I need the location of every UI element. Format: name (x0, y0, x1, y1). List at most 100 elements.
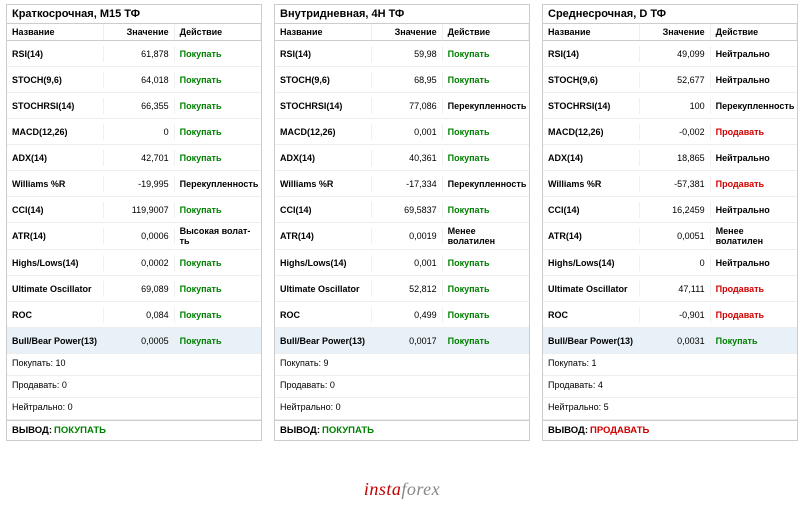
table-row: MACD(12,26)0,001Покупать (275, 119, 529, 145)
indicator-name: Ultimate Oscillator (275, 281, 372, 297)
header-name: Название (543, 24, 640, 40)
indicator-value: 0 (640, 255, 711, 271)
indicator-name: ADX(14) (543, 150, 640, 166)
indicator-name: Highs/Lows(14) (543, 255, 640, 271)
indicator-name: ADX(14) (275, 150, 372, 166)
indicator-value: 119,9007 (104, 202, 175, 218)
indicator-value: 0,0002 (104, 255, 175, 271)
summary-row: Продавать: 0 (7, 376, 261, 398)
header-action: Действие (175, 24, 261, 40)
indicator-name: STOCH(9,6) (275, 72, 372, 88)
summary-row: Продавать: 4 (543, 376, 797, 398)
indicator-name: STOCHRSI(14) (7, 98, 104, 114)
panel-0: Краткосрочная, М15 ТФНазваниеЗначениеДей… (6, 4, 262, 441)
indicator-value: 0,084 (104, 307, 175, 323)
table-row: ROC0,084Покупать (7, 302, 261, 328)
conclusion-row: ВЫВОД:ПРОДАВАТЬ (543, 420, 797, 440)
indicator-name: ATR(14) (543, 228, 640, 244)
indicator-name: ROC (275, 307, 372, 323)
summary-row: Покупать: 10 (7, 354, 261, 376)
indicator-name: ROC (543, 307, 640, 323)
table-row: ROC-0,901Продавать (543, 302, 797, 328)
indicator-action: Нейтрально (711, 202, 797, 218)
indicator-action: Покупать (175, 98, 261, 114)
indicator-action: Покупать (175, 46, 261, 62)
indicator-name: ATR(14) (275, 228, 372, 244)
indicator-value: 0 (104, 124, 175, 140)
table-row: CCI(14)119,9007Покупать (7, 197, 261, 223)
panel-title: Внутридневная, 4Н ТФ (275, 5, 529, 24)
conclusion-value: ПРОДАВАТЬ (590, 425, 649, 436)
indicator-value: 40,361 (372, 150, 443, 166)
indicator-name: Ultimate Oscillator (7, 281, 104, 297)
indicator-action: Менее волатилен (443, 223, 529, 249)
table-row: ADX(14)18,865Нейтрально (543, 145, 797, 171)
summary-row: Покупать: 9 (275, 354, 529, 376)
indicator-action: Покупать (175, 255, 261, 271)
indicator-action: Высокая волат-ть (175, 223, 261, 249)
indicator-value: 61,878 (104, 46, 175, 62)
indicator-value: 69,5837 (372, 202, 443, 218)
table-row: STOCH(9,6)64,018Покупать (7, 67, 261, 93)
panel-1: Внутридневная, 4Н ТФНазваниеЗначениеДейс… (274, 4, 530, 441)
indicator-value: 18,865 (640, 150, 711, 166)
indicator-name: RSI(14) (275, 46, 372, 62)
table-row: RSI(14)49,099Нейтрально (543, 41, 797, 67)
indicator-value: -0,002 (640, 124, 711, 140)
table-row: Ultimate Oscillator47,111Продавать (543, 276, 797, 302)
indicator-action: Покупать (443, 281, 529, 297)
indicator-name: Williams %R (275, 176, 372, 192)
indicator-value: 77,086 (372, 98, 443, 114)
header-name: Название (7, 24, 104, 40)
indicator-action: Покупать (443, 72, 529, 88)
indicator-value: -0,901 (640, 307, 711, 323)
indicator-name: CCI(14) (275, 202, 372, 218)
table-row: Williams %R-57,381Продавать (543, 171, 797, 197)
indicator-action: Нейтрально (711, 255, 797, 271)
table-row: ADX(14)42,701Покупать (7, 145, 261, 171)
indicator-value: 42,701 (104, 150, 175, 166)
header-row: НазваниеЗначениеДействие (275, 24, 529, 41)
table-row: Ultimate Oscillator69,089Покупать (7, 276, 261, 302)
indicator-name: STOCH(9,6) (543, 72, 640, 88)
indicator-value: 0,001 (372, 255, 443, 271)
indicator-value: -19,995 (104, 176, 175, 192)
indicator-name: STOCHRSI(14) (275, 98, 372, 114)
table-row: Bull/Bear Power(13)0,0031Покупать (543, 328, 797, 354)
indicator-name: STOCH(9,6) (7, 72, 104, 88)
indicator-action: Перекупленность (175, 176, 264, 192)
logo-part2: forex (401, 479, 440, 499)
table-row: Williams %R-17,334Перекупленность (275, 171, 529, 197)
table-row: Highs/Lows(14)0Нейтрально (543, 250, 797, 276)
indicator-action: Покупать (175, 307, 261, 323)
header-row: НазваниеЗначениеДействие (543, 24, 797, 41)
indicator-value: 68,95 (372, 72, 443, 88)
table-row: Ultimate Oscillator52,812Покупать (275, 276, 529, 302)
indicator-name: MACD(12,26) (543, 124, 640, 140)
panel-2: Среднесрочная, D ТФНазваниеЗначениеДейст… (542, 4, 798, 441)
indicator-action: Покупать (175, 202, 261, 218)
indicator-value: 0,001 (372, 124, 443, 140)
header-value: Значение (104, 24, 175, 40)
indicator-action: Покупать (443, 124, 529, 140)
conclusion-label: ВЫВОД: (548, 425, 588, 436)
indicator-action: Нейтрально (711, 72, 797, 88)
table-row: STOCH(9,6)52,677Нейтрально (543, 67, 797, 93)
indicator-action: Менее волатилен (711, 223, 797, 249)
indicator-action: Покупать (175, 150, 261, 166)
header-value: Значение (640, 24, 711, 40)
indicator-action: Покупать (175, 72, 261, 88)
table-row: Bull/Bear Power(13)0,0017Покупать (275, 328, 529, 354)
indicator-value: 59,98 (372, 46, 443, 62)
table-row: ATR(14)0,0051Менее волатилен (543, 223, 797, 250)
header-action: Действие (443, 24, 529, 40)
indicator-name: MACD(12,26) (275, 124, 372, 140)
indicator-name: CCI(14) (543, 202, 640, 218)
logo-part1: insta (364, 479, 402, 499)
indicator-name: Williams %R (543, 176, 640, 192)
summary-row: Нейтрально: 0 (275, 398, 529, 420)
header-row: НазваниеЗначениеДействие (7, 24, 261, 41)
indicator-name: MACD(12,26) (7, 124, 104, 140)
panels-container: Краткосрочная, М15 ТФНазваниеЗначениеДей… (0, 0, 804, 441)
table-row: STOCHRSI(14)100Перекупленность (543, 93, 797, 119)
